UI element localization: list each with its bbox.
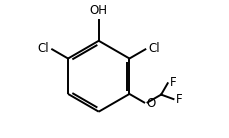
Text: F: F: [170, 76, 176, 89]
Text: F: F: [175, 93, 182, 106]
Text: Cl: Cl: [149, 42, 160, 55]
Text: O: O: [147, 97, 156, 110]
Text: OH: OH: [90, 3, 108, 17]
Text: Cl: Cl: [37, 42, 49, 55]
